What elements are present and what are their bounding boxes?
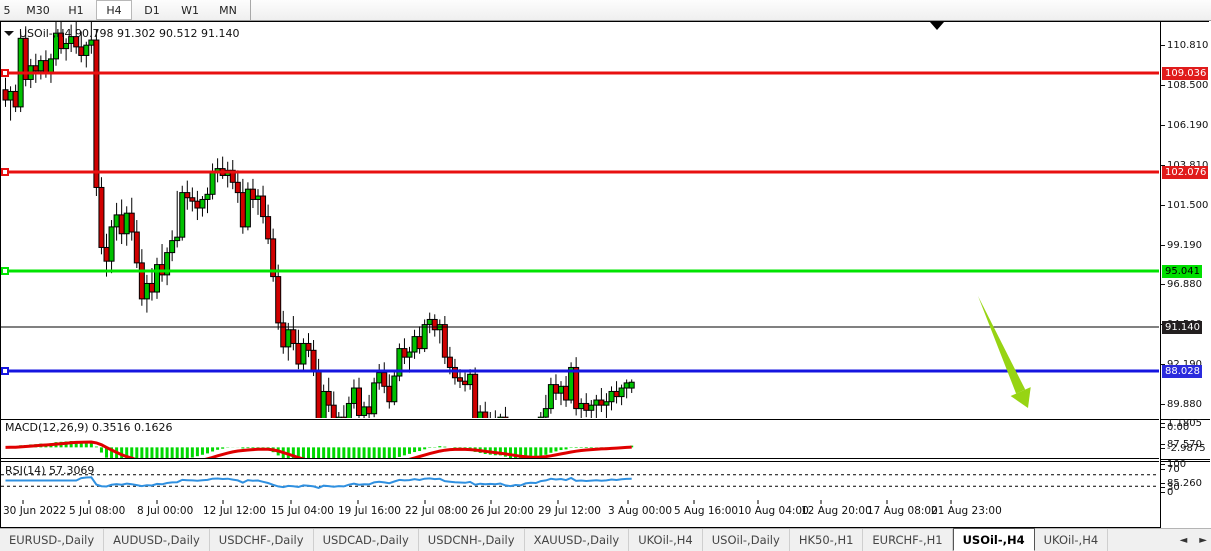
price-tick-label: 99.190 xyxy=(1161,240,1202,251)
timeframe-button-h1[interactable]: H1 xyxy=(68,3,84,17)
chart-tab-usdchfdaily[interactable]: USDCHF-,Daily xyxy=(210,529,314,551)
macd-tick-label: 1.1805 xyxy=(1161,418,1202,429)
macd-label: MACD(12,26,9) 0.3516 0.1626 xyxy=(5,421,173,434)
scale-separator xyxy=(1161,459,1210,460)
candlestick-plot xyxy=(1,22,1159,418)
chart-tabbar: EURUSD-,Daily AUDUSD-,Daily USDCHF-,Daily U… xyxy=(0,528,1211,551)
timeframe-button-mn[interactable]: MN xyxy=(219,3,237,17)
date-tick-label: 10 Aug 04:00 xyxy=(738,505,809,517)
price-tag-red[interactable]: 102.076 xyxy=(1162,166,1209,179)
price-tick-label: 103.810 xyxy=(1161,160,1208,171)
price-scale[interactable]: 110.810 108.500 106.190 103.810 101.500 99.19… xyxy=(1160,22,1210,528)
date-tick-label: 12 Jul 12:00 xyxy=(203,505,266,517)
price-tick-label: 85.260 xyxy=(1161,478,1202,489)
chart-tab-hk50h1[interactable]: HK50-,H1 xyxy=(790,529,864,551)
macd-plot xyxy=(5,440,634,458)
price-tag-black[interactable]: 91.140 xyxy=(1162,321,1202,334)
price-tick-label: 92.190 xyxy=(1161,359,1202,370)
symbol-header: USOil-,H4 90.798 91.302 90.512 91.140 xyxy=(4,26,239,40)
rsi-tick-label: 100 xyxy=(1161,459,1186,470)
chart-frame xyxy=(0,21,1209,528)
tab-next-icon[interactable]: ► xyxy=(1199,534,1207,546)
chart-tab-usdcaddaily[interactable]: USDCAD-,Daily xyxy=(314,529,419,551)
price-tick-label: 87.570 xyxy=(1161,439,1202,450)
timeframe-button-m30[interactable]: M30 xyxy=(26,3,50,17)
macd-tick-label: 0.00 xyxy=(1161,422,1189,433)
price-pane[interactable] xyxy=(1,22,1159,418)
date-tick-label: 8 Jul 00:00 xyxy=(137,505,193,517)
chart-tab-eurchfh1[interactable]: EURCHF-,H1 xyxy=(863,529,953,551)
date-tick-label: 5 Aug 16:00 xyxy=(674,505,738,517)
price-tick-label: 101.500 xyxy=(1161,200,1208,211)
timeframe-button-w1[interactable]: W1 xyxy=(181,3,199,17)
price-tick-label: 110.810 xyxy=(1161,40,1208,51)
date-tick-label: 26 Jul 20:00 xyxy=(471,505,534,517)
date-tick-label: 21 Aug 23:00 xyxy=(931,505,1002,517)
date-tick-label: 5 Jul 08:00 xyxy=(69,505,125,517)
timeframe-group: 5 M30 H1 H4 D1 W1 MN xyxy=(0,0,251,20)
rsi-plot xyxy=(1,474,1159,489)
price-tick-label: 96.880 xyxy=(1161,279,1202,290)
date-tick-label: 29 Jul 12:00 xyxy=(538,505,601,517)
price-tag-green[interactable]: 95.041 xyxy=(1162,265,1202,278)
timeframe-toolbar: 5 M30 H1 H4 D1 W1 MN xyxy=(0,0,1211,21)
chart-tab-xauusddaily[interactable]: XAUUSD-,Daily xyxy=(525,529,630,551)
chart-tab-usoildaily[interactable]: USOil-,Daily xyxy=(703,529,790,551)
chart-tab-audusddaily[interactable]: AUDUSD-,Daily xyxy=(104,529,210,551)
tab-prev-icon[interactable]: ◄ xyxy=(1179,534,1188,546)
macd-tick-label: -2.9875 xyxy=(1161,443,1206,454)
rsi-tick-label: 30 xyxy=(1161,482,1180,493)
rsi-tick-label: 0 xyxy=(1161,487,1173,498)
chart-tab-eurusddaily[interactable]: EURUSD-,Daily xyxy=(0,529,105,551)
scale-separator xyxy=(1161,419,1210,420)
date-tick-label: 22 Jul 08:00 xyxy=(405,505,468,517)
date-tick-label: 17 Aug 08:00 xyxy=(867,505,938,517)
timeframe-button-d1[interactable]: D1 xyxy=(144,3,160,17)
macd-pane[interactable] xyxy=(1,419,1159,459)
date-tick-label: 30 Jun 2022 xyxy=(3,505,66,517)
date-tick-label: 3 Aug 00:00 xyxy=(608,505,672,517)
price-tag-red[interactable]: 109.036 xyxy=(1162,67,1209,80)
timeframe-button-h4[interactable]: H4 xyxy=(96,0,132,20)
chart-tab-ukoilh4[interactable]: UKOil-,H4 xyxy=(1035,529,1109,551)
tab-scroll-nav: ◄ ► xyxy=(1180,529,1211,551)
rsi-label: RSI(14) 57.3069 xyxy=(5,464,95,477)
chart-tab-usdcnhdaily[interactable]: USDCNH-,Daily xyxy=(419,529,525,551)
chart-tab-ukoilh4[interactable]: UKOil-,H4 xyxy=(629,529,703,551)
rsi-tick-label: 70 xyxy=(1161,464,1180,475)
collapse-caret-icon[interactable] xyxy=(4,30,14,36)
date-tick-label: 15 Jul 04:00 xyxy=(271,505,334,517)
price-tag-blue[interactable]: 88.028 xyxy=(1162,365,1202,378)
price-tick-label: 106.190 xyxy=(1161,120,1208,131)
chart-top-marker-icon xyxy=(930,22,944,30)
date-tick-label: 19 Jul 16:00 xyxy=(338,505,401,517)
price-tick-label: 108.500 xyxy=(1161,80,1208,91)
chart-tab-usoilh4[interactable]: USOil-,H4 xyxy=(952,528,1035,551)
date-axis: 30 Jun 2022 5 Jul 08:00 8 Jul 00:00 12 Jul … xyxy=(3,500,1002,517)
date-tick-label: 12 Aug 20:00 xyxy=(801,505,872,517)
scale-separator xyxy=(1161,461,1210,462)
symbol-ohlc-text: USOil-,H4 90.798 91.302 90.512 91.140 xyxy=(19,26,240,40)
rsi-pane[interactable] xyxy=(1,461,1159,499)
price-tick-label: 89.880 xyxy=(1161,399,1202,410)
down-trend-arrow xyxy=(978,296,1031,408)
timeframe-button-5[interactable]: 5 xyxy=(3,3,11,17)
